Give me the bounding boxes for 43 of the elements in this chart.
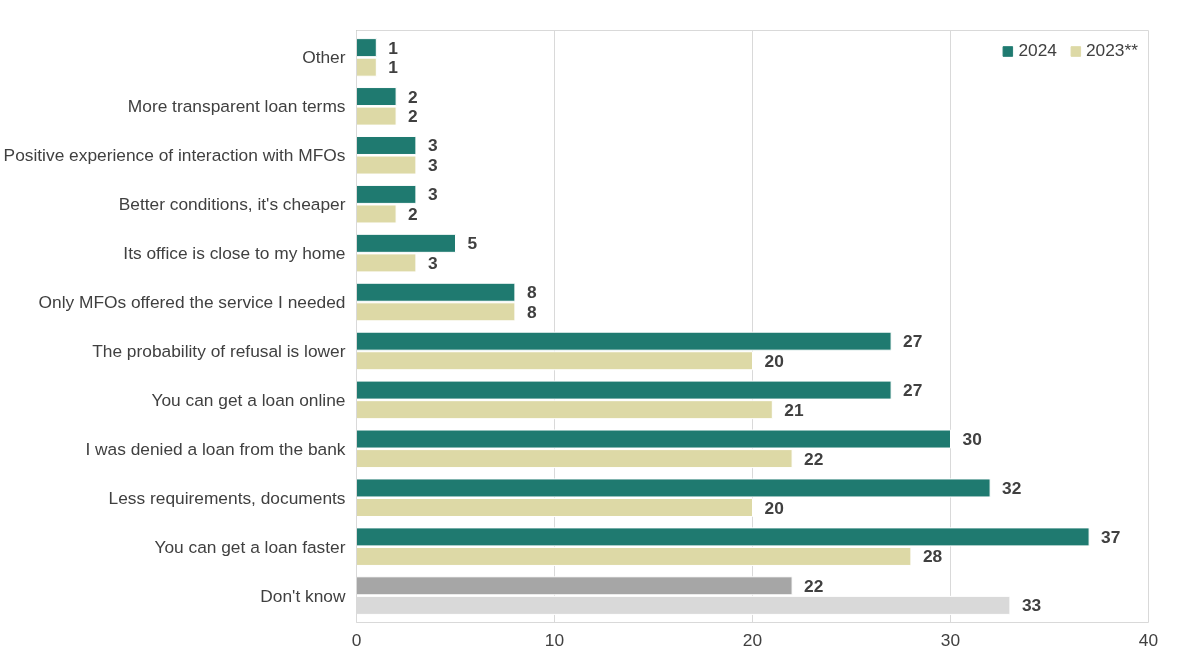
y-tick-label: Only MFOs offered the service I needed <box>38 292 346 313</box>
x-tick-label: 30 <box>940 629 961 650</box>
data-label: 8 <box>526 282 537 303</box>
data-label: 22 <box>804 448 824 469</box>
data-label: 3 <box>427 252 438 273</box>
data-label: 3 <box>427 135 438 156</box>
data-label: 21 <box>784 399 804 420</box>
y-tick-label: I was denied a loan from the bank <box>85 438 346 459</box>
data-label: 3 <box>427 184 438 205</box>
x-tick-label: 40 <box>1138 629 1159 650</box>
data-label: 1 <box>388 37 399 58</box>
y-tick-label: Positive experience of interaction with MFOs <box>3 145 346 166</box>
y-tick-label: Better conditions, it's cheaper <box>118 194 346 215</box>
y-tick-label: You can get a loan online <box>151 389 346 410</box>
y-tick-label: Less requirements, documents <box>108 487 346 508</box>
y-tick-label: Don't know <box>260 585 346 606</box>
data-label: 37 <box>1101 526 1121 547</box>
data-label: 27 <box>903 380 923 401</box>
data-label: 30 <box>962 429 982 450</box>
y-tick-label: More transparent loan terms <box>127 96 346 117</box>
data-label: 32 <box>1002 477 1022 498</box>
y-tick-label: You can get a loan faster <box>154 536 346 557</box>
legend-label: 2023** <box>1085 40 1138 61</box>
data-label: 33 <box>1021 595 1042 616</box>
data-label: 22 <box>804 575 824 596</box>
data-label: 20 <box>764 497 784 518</box>
x-tick-label: 10 <box>544 629 565 650</box>
data-label: 1 <box>388 57 399 78</box>
data-label: 5 <box>467 233 478 254</box>
y-tick-label: Other <box>302 47 346 68</box>
data-label: 2 <box>408 106 418 127</box>
y-tick-label: The probability of refusal is lower <box>92 340 346 361</box>
data-label: 8 <box>526 301 537 322</box>
x-tick-label: 20 <box>742 629 763 650</box>
data-label: 2 <box>408 203 418 224</box>
data-label: 20 <box>764 350 784 371</box>
legend-label: 2024 <box>1018 40 1057 61</box>
data-label: 28 <box>922 546 943 567</box>
y-tick-label: Its office is close to my home <box>123 243 346 264</box>
x-tick-label: 0 <box>351 629 362 650</box>
data-label: 27 <box>903 331 923 352</box>
data-label: 2 <box>408 86 418 107</box>
data-label: 3 <box>427 155 438 176</box>
